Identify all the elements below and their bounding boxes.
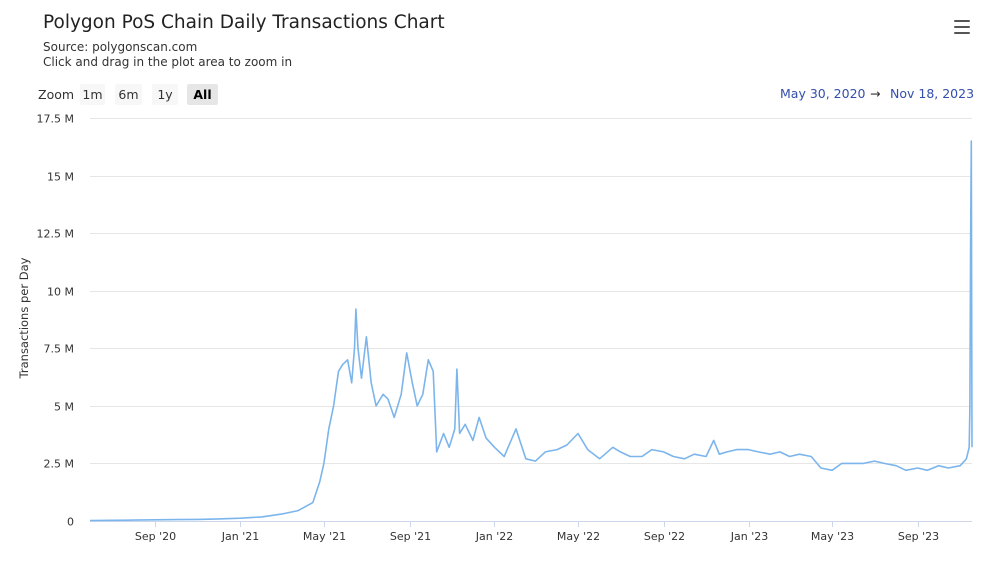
menu-bar <box>954 32 970 34</box>
x-tick-label: Jan '21 <box>221 530 259 543</box>
hamburger-menu-icon[interactable] <box>954 20 970 34</box>
x-tick-label: May '22 <box>557 530 600 543</box>
x-tick-label: Sep '21 <box>390 530 431 543</box>
range-from-date[interactable]: May 30, 2020 <box>780 86 866 101</box>
x-tick-label: Sep '20 <box>135 530 176 543</box>
zoom-label: Zoom <box>38 87 75 102</box>
x-tick-label: Sep '22 <box>644 530 685 543</box>
range-arrow-icon: → <box>870 86 881 101</box>
zoom-all-button[interactable]: All <box>187 84 218 105</box>
y-tick-label: 15 M <box>47 171 74 184</box>
zoom-1m-button[interactable]: 1m <box>80 84 105 105</box>
y-tick-label: 2.5 M <box>44 458 74 471</box>
y-axis-ticks: 0 2.5 M 5 M 7.5 M 10 M 12.5 M 15 M 17.5 M <box>37 113 74 529</box>
chart-hint: Click and drag in the plot area to zoom … <box>43 55 293 69</box>
x-tick-label: Jan '23 <box>730 530 768 543</box>
y-tick-label: 12.5 M <box>37 228 74 241</box>
chart-source: Source: polygonscan.com <box>43 40 198 54</box>
series-group <box>89 140 973 522</box>
y-tick-label: 5 M <box>54 401 74 414</box>
y-tick-label: 7.5 M <box>44 343 74 356</box>
y-tick-label: 0 <box>67 516 74 529</box>
x-tick-label: May '23 <box>811 530 854 543</box>
x-tick-label: Sep '23 <box>898 530 939 543</box>
y-axis-title: Transactions per Day <box>17 257 31 379</box>
x-tick-label: Jan '22 <box>475 530 513 543</box>
y-tick-label: 17.5 M <box>37 113 74 126</box>
zoom-6m-button[interactable]: 6m <box>115 84 142 105</box>
chart-title: Polygon PoS Chain Daily Transactions Cha… <box>43 12 445 33</box>
zoom-1y-button[interactable]: 1y <box>152 84 178 105</box>
grid-lines <box>90 118 972 522</box>
range-to-date[interactable]: Nov 18, 2023 <box>890 86 975 101</box>
y-tick-label: 10 M <box>47 286 74 299</box>
x-tick-label: May '21 <box>303 530 346 543</box>
x-axis-ticks: Sep '20 Jan '21 May '21 Sep '21 Jan '22 May '… <box>135 521 939 543</box>
series-line <box>89 140 973 522</box>
menu-bar <box>954 20 970 22</box>
menu-bar <box>954 26 970 28</box>
